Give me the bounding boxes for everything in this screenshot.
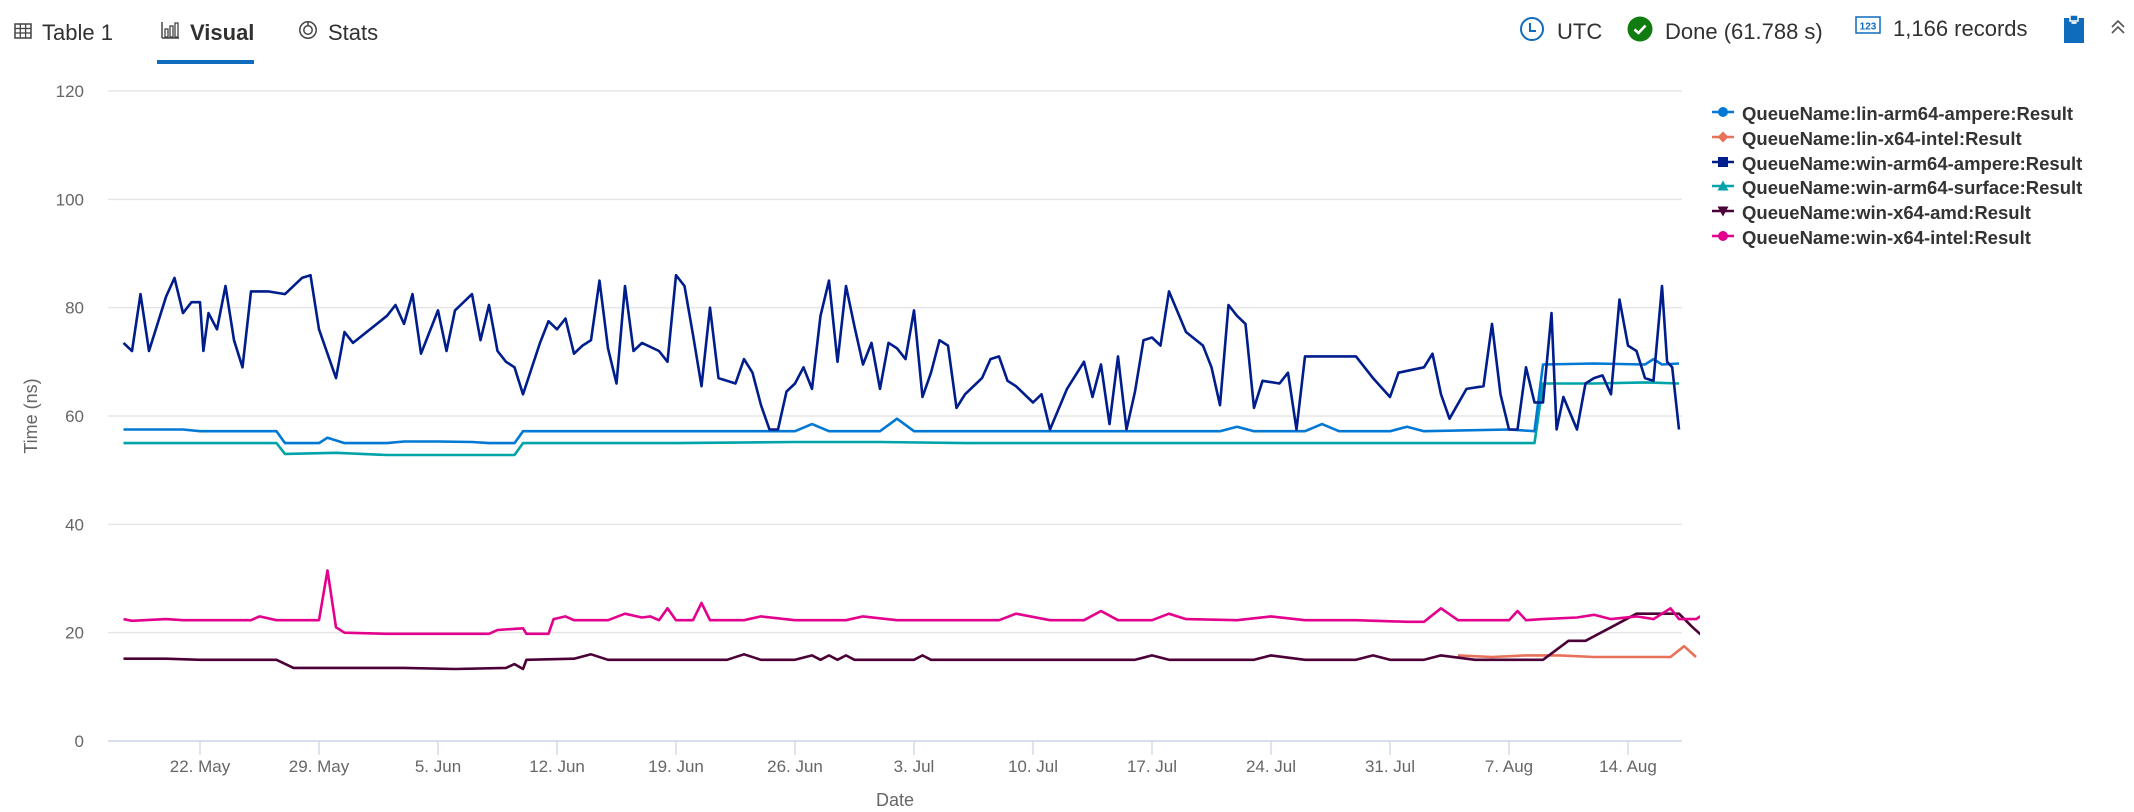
- legend-item[interactable]: QueueName:lin-arm64-ampere:Result: [1712, 102, 2082, 127]
- tab-stats[interactable]: Stats: [298, 0, 398, 66]
- y-axis-ticks: 0 20 40 60 80 100 120: [56, 82, 84, 751]
- series-line[interactable]: [123, 612, 1701, 671]
- x-tick-label: 3. Jul: [894, 757, 935, 776]
- legend-item[interactable]: QueueName:win-x64-amd:Result: [1712, 201, 2082, 226]
- records-count-text: 1,166 records: [1893, 16, 2028, 41]
- x-tick-label: 24. Jul: [1246, 757, 1296, 776]
- y-tick-label: 120: [56, 82, 84, 101]
- chart-gridlines: [108, 90, 1682, 634]
- y-axis-title: Time (ns): [21, 378, 41, 453]
- records-count: 123 1,166 records: [1855, 16, 2028, 42]
- clock-icon: [1519, 16, 1545, 48]
- legend-marker-triangle-down-icon: [1712, 202, 1734, 224]
- svg-text:123: 123: [1860, 22, 1877, 33]
- x-tick-label: 5. Jun: [415, 757, 461, 776]
- x-tick-label: 7. Aug: [1485, 757, 1533, 776]
- tab-label: Stats: [328, 20, 379, 45]
- legend-label: QueueName:lin-arm64-ampere:Result: [1742, 103, 2074, 125]
- x-tick-label: 14. Aug: [1599, 757, 1657, 776]
- clipboard-icon: [2063, 14, 2085, 50]
- y-tick-label: 40: [65, 515, 84, 534]
- x-tick-label: 12. Jun: [529, 757, 585, 776]
- y-tick-label: 100: [56, 190, 84, 209]
- x-tick-label: 19. Jun: [648, 757, 704, 776]
- y-tick-label: 60: [65, 407, 84, 426]
- x-tick-label: 31. Jul: [1365, 757, 1415, 776]
- x-tick-label: 10. Jul: [1008, 757, 1058, 776]
- timezone-button[interactable]: UTC: [1519, 16, 1602, 48]
- legend-item[interactable]: QueueName:win-arm64-surface:Result: [1712, 176, 2082, 201]
- legend-label: QueueName:lin-x64-intel:Result: [1742, 128, 2022, 150]
- stats-icon: [298, 20, 318, 46]
- x-axis: 22. May 29. May 5. Jun 12. Jun 19. Jun 26. Ju…: [108, 740, 1682, 776]
- tab-table-1[interactable]: Table 1: [14, 0, 134, 66]
- number-icon: 123: [1855, 16, 1881, 42]
- x-tick-label: 17. Jul: [1127, 757, 1177, 776]
- chart-series: [122, 273, 1701, 671]
- legend-marker-square-icon: [1712, 153, 1734, 175]
- copy-to-clipboard-button[interactable]: [2063, 14, 2085, 50]
- query-status: Done (61.788 s): [1627, 16, 1823, 48]
- legend-marker-diamond-icon: [1712, 128, 1734, 150]
- legend-label: QueueName:win-arm64-ampere:Result: [1742, 152, 2083, 174]
- tab-label: Visual: [190, 20, 255, 45]
- x-tick-label: 26. Jun: [767, 757, 823, 776]
- tab-visual[interactable]: Visual: [157, 0, 270, 66]
- series-line[interactable]: [123, 569, 1701, 636]
- chevron-double-up-icon: [2110, 16, 2126, 42]
- legend-marker-circle-icon: [1712, 227, 1734, 249]
- query-status-text: Done (61.788 s): [1665, 19, 1823, 44]
- legend-item[interactable]: QueueName:win-arm64-ampere:Result: [1712, 151, 2082, 176]
- legend-item[interactable]: QueueName:lin-x64-intel:Result: [1712, 127, 2082, 152]
- legend-marker-circle-icon: [1712, 103, 1734, 125]
- x-tick-label: 29. May: [289, 757, 350, 776]
- y-tick-label: 0: [75, 732, 84, 751]
- series-line[interactable]: [123, 381, 1680, 457]
- y-tick-label: 80: [65, 299, 84, 318]
- x-axis-title: Date: [876, 790, 914, 810]
- chart-legend: QueueName:lin-arm64-ampere:Result QueueNa…: [1712, 102, 2082, 250]
- timezone-label: UTC: [1557, 19, 1603, 44]
- active-tab-indicator: [157, 60, 254, 64]
- bar-chart-icon: [160, 20, 180, 46]
- series-line[interactable]: [123, 357, 1680, 445]
- series-line[interactable]: [122, 273, 1681, 431]
- legend-label: QueueName:win-x64-amd:Result: [1742, 202, 2031, 224]
- table-icon: [14, 20, 32, 46]
- tab-label: Table 1: [42, 20, 113, 45]
- collapse-button[interactable]: [2110, 16, 2126, 42]
- series-line[interactable]: [1457, 644, 1697, 659]
- line-chart: 0 20 40 60 80 100 120 22. May 29. May 5. Jun 12. …: [21, 82, 1701, 810]
- legend-label: QueueName:win-arm64-surface:Result: [1742, 177, 2083, 199]
- legend-marker-triangle-up-icon: [1712, 177, 1734, 199]
- legend-item[interactable]: QueueName:win-x64-intel:Result: [1712, 225, 2082, 250]
- y-tick-label: 20: [65, 624, 84, 643]
- done-check-icon: [1627, 16, 1653, 48]
- legend-label: QueueName:win-x64-intel:Result: [1742, 226, 2031, 248]
- x-tick-label: 22. May: [170, 757, 231, 776]
